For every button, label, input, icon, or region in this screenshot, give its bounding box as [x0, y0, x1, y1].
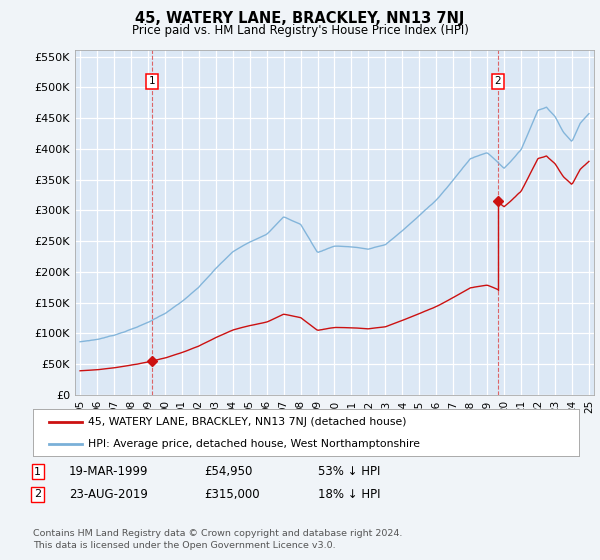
- Text: Contains HM Land Registry data © Crown copyright and database right 2024.: Contains HM Land Registry data © Crown c…: [33, 529, 403, 538]
- Text: 53% ↓ HPI: 53% ↓ HPI: [318, 465, 380, 478]
- Text: HPI: Average price, detached house, West Northamptonshire: HPI: Average price, detached house, West…: [88, 438, 419, 449]
- Text: £54,950: £54,950: [204, 465, 253, 478]
- Text: 2: 2: [494, 76, 502, 86]
- Text: 1: 1: [148, 76, 155, 86]
- Text: 2: 2: [34, 489, 41, 500]
- Text: This data is licensed under the Open Government Licence v3.0.: This data is licensed under the Open Gov…: [33, 542, 335, 550]
- Text: 18% ↓ HPI: 18% ↓ HPI: [318, 488, 380, 501]
- Text: 45, WATERY LANE, BRACKLEY, NN13 7NJ (detached house): 45, WATERY LANE, BRACKLEY, NN13 7NJ (det…: [88, 417, 406, 427]
- Text: 45, WATERY LANE, BRACKLEY, NN13 7NJ: 45, WATERY LANE, BRACKLEY, NN13 7NJ: [136, 11, 464, 26]
- Text: £315,000: £315,000: [204, 488, 260, 501]
- Text: Price paid vs. HM Land Registry's House Price Index (HPI): Price paid vs. HM Land Registry's House …: [131, 24, 469, 37]
- Text: 23-AUG-2019: 23-AUG-2019: [69, 488, 148, 501]
- Text: 19-MAR-1999: 19-MAR-1999: [69, 465, 149, 478]
- Text: 1: 1: [34, 466, 41, 477]
